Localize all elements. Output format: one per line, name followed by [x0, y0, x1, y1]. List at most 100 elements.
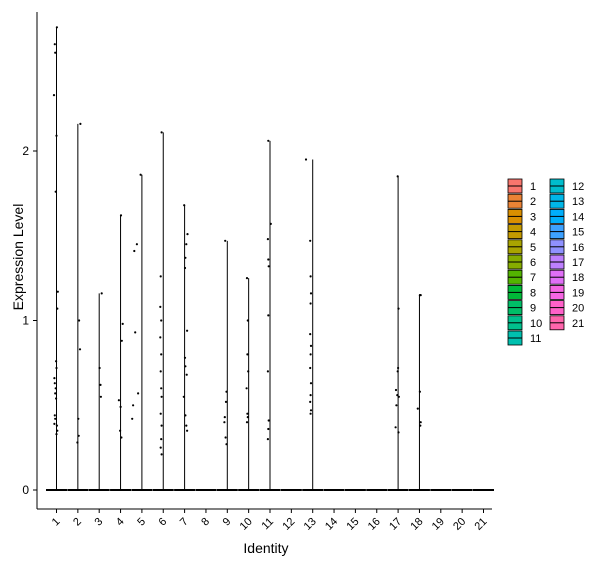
data-point-10-0 [245, 277, 249, 280]
data-point-10-1 [246, 319, 249, 322]
data-point-1-19 [53, 422, 56, 425]
data-point-5-4 [137, 392, 140, 395]
data-point-18-5 [419, 424, 422, 427]
data-point-7-11 [185, 424, 188, 427]
legend-label-18: 18 [572, 272, 584, 284]
legend-item-20: 20 [549, 300, 584, 316]
data-point-1-16 [54, 417, 57, 420]
y-tick-label-0: 0 [22, 483, 29, 497]
data-point-17-3 [396, 370, 399, 373]
x-tick-label-13: 13 [302, 516, 319, 533]
legend-label-10: 10 [530, 318, 542, 330]
data-point-1-12 [54, 387, 57, 390]
data-point-1-3 [52, 94, 56, 97]
legend-item-13: 13 [549, 193, 584, 209]
data-point-17-5 [396, 394, 399, 397]
data-point-7-7 [184, 365, 187, 368]
data-point-13-8 [309, 366, 312, 370]
data-point-6-10 [160, 424, 163, 427]
x-tick-label-18: 18 [408, 516, 425, 533]
data-point-1-13 [54, 392, 57, 395]
data-point-13-6 [309, 344, 313, 347]
data-point-9-0 [224, 239, 227, 242]
data-point-7-10 [184, 414, 187, 417]
data-point-13-12 [309, 409, 313, 412]
legend-label-8: 8 [530, 287, 536, 299]
x-ticks: 1 2 3 4 5 6 7 8 9 10 11 12 13 14 15 16 17 18 19 20 21 [50, 509, 490, 533]
data-point-3-3 [99, 395, 102, 398]
data-point-11-6 [266, 370, 269, 373]
legend-item-14: 14 [549, 208, 584, 224]
data-point-4-2 [120, 339, 123, 342]
data-point-13-7 [309, 353, 312, 356]
x-tick-label-9: 9 [221, 516, 234, 529]
x-tick-label-20: 20 [451, 516, 468, 533]
violin-layer [46, 27, 494, 491]
data-point-11-1 [269, 222, 272, 225]
x-tick-label-11: 11 [260, 516, 277, 533]
data-point-2-4 [77, 434, 80, 437]
data-point-18-1 [419, 294, 422, 297]
y-tick-label-2: 2 [22, 144, 29, 158]
legend-item-3: 3 [507, 208, 536, 224]
data-point-1-10 [53, 377, 56, 380]
data-point-13-0 [304, 158, 308, 161]
legend-item-17: 17 [549, 254, 584, 270]
data-point-1-20 [55, 433, 58, 436]
legend-item-8: 8 [507, 284, 536, 300]
data-point-11-9 [266, 438, 269, 441]
data-point-13-11 [309, 400, 312, 403]
data-point-1-15 [53, 414, 56, 417]
legend-item-19: 19 [549, 284, 584, 300]
x-tick-label-1: 1 [50, 516, 63, 529]
legend-label-5: 5 [530, 242, 536, 254]
data-point-6-3 [160, 319, 163, 322]
data-point-1-0 [55, 26, 59, 29]
data-point-5-1 [135, 243, 138, 246]
data-point-11-8 [267, 427, 270, 431]
data-point-1-1 [53, 43, 56, 46]
legend-label-21: 21 [572, 318, 584, 330]
data-point-9-3 [223, 416, 226, 419]
x-tick-label-4: 4 [114, 516, 127, 529]
legend-item-4: 4 [507, 224, 536, 240]
legend-label-14: 14 [572, 211, 584, 223]
data-point-13-9 [309, 382, 313, 385]
data-point-7-12 [186, 429, 189, 432]
x-tick-label-7: 7 [178, 516, 191, 529]
data-point-1-17 [55, 424, 59, 427]
legend-label-11: 11 [530, 333, 541, 345]
data-point-7-4 [183, 266, 187, 270]
data-point-5-6 [131, 417, 134, 420]
legend-label-12: 12 [572, 181, 584, 193]
legend-item-2: 2 [507, 193, 536, 209]
x-tick-label-10: 10 [238, 516, 255, 533]
legend-item-18: 18 [549, 269, 584, 285]
data-point-13-4 [309, 302, 312, 305]
data-point-7-1 [186, 233, 189, 236]
data-point-2-3 [77, 417, 80, 420]
data-point-18-4 [419, 421, 422, 424]
legend-item-21: 21 [549, 315, 584, 331]
data-point-6-9 [159, 412, 162, 415]
legend-item-5: 5 [507, 239, 536, 255]
data-point-1-9 [55, 366, 58, 370]
data-point-13-10 [309, 394, 312, 397]
data-point-6-1 [159, 275, 162, 278]
y-tick-label-1: 1 [22, 314, 29, 328]
legend-label-6: 6 [530, 257, 536, 269]
data-point-10-3 [247, 370, 250, 373]
legend-label-1: 1 [530, 181, 536, 193]
data-point-10-7 [245, 421, 249, 424]
data-point-3-2 [99, 383, 102, 386]
data-point-5-3 [134, 331, 137, 334]
data-point-11-5 [267, 314, 270, 317]
data-point-3-0 [100, 292, 103, 295]
data-point-9-5 [224, 436, 227, 439]
legend-item-11: 11 [507, 330, 541, 346]
data-point-7-2 [185, 243, 188, 246]
data-point-13-5 [309, 333, 312, 336]
data-point-13-13 [309, 412, 312, 415]
data-point-7-8 [185, 373, 188, 376]
